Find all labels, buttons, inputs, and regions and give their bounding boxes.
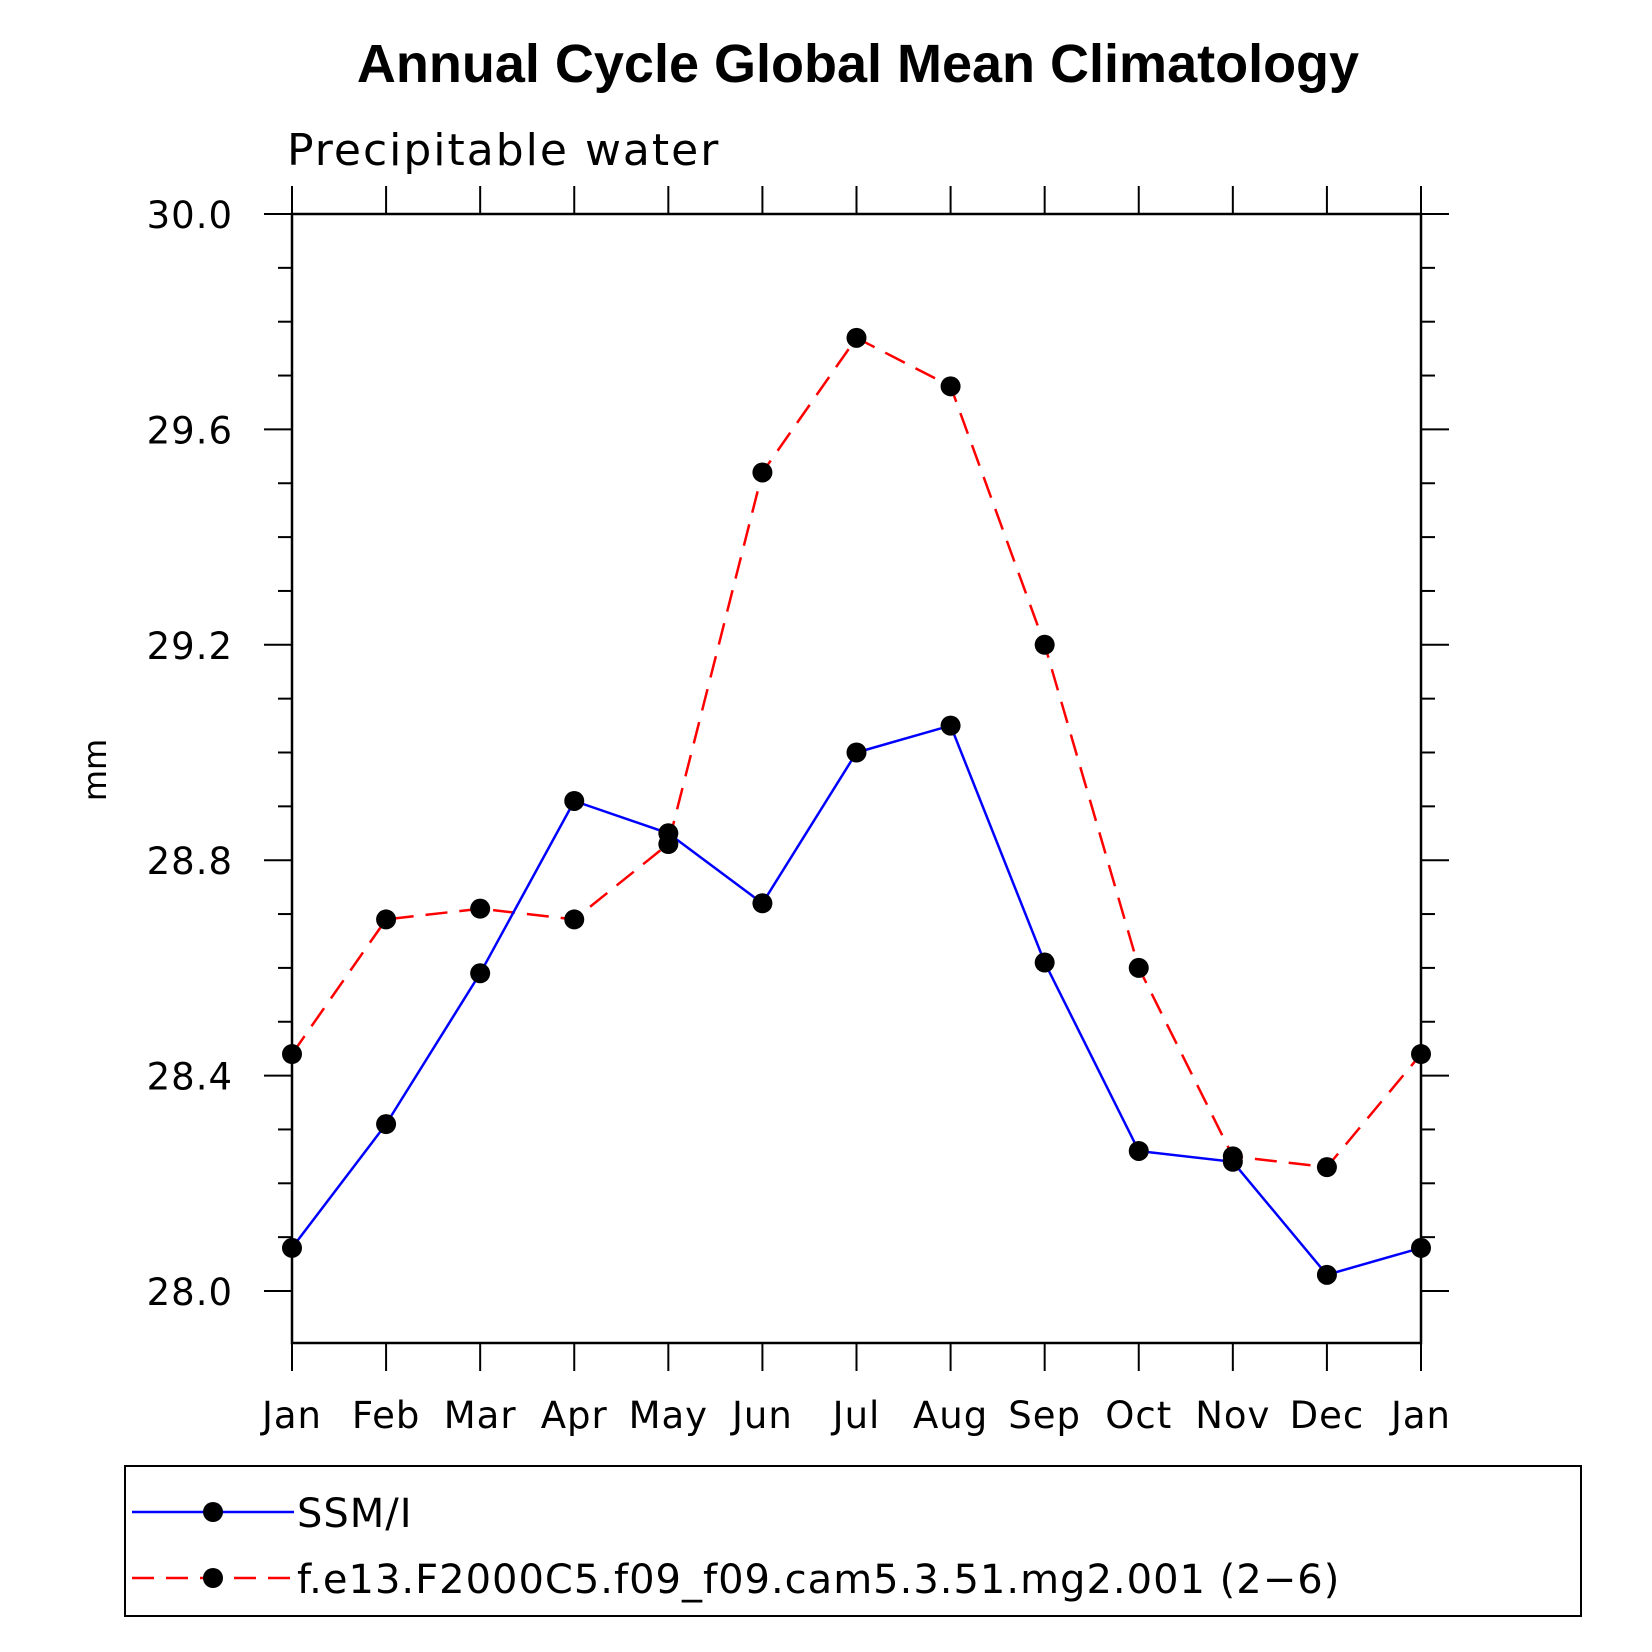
- x-tick-label: Sep: [1008, 1394, 1081, 1437]
- data-point-model: [282, 1044, 302, 1065]
- legend: SSM/I f.e13.F2000C5.f09_f09.cam5.3.51.mg…: [124, 1465, 1582, 1617]
- legend-label-model: f.e13.F2000C5.f09_f09.cam5.3.51.mg2.001 …: [297, 1557, 1340, 1603]
- data-point-model: [752, 462, 773, 483]
- y-tick-label: 28.4: [147, 1056, 233, 1099]
- data-point-ssmi: [282, 1237, 302, 1258]
- x-tick-label: Oct: [1105, 1394, 1172, 1437]
- data-point-ssmi: [1411, 1237, 1431, 1258]
- y-tick-labels: 28.0 28.4 28.8 29.2 29.6 30.0: [147, 194, 233, 1314]
- x-tick-labels: Jan Feb Mar Apr May Jun Jul Aug Sep Oct Nov Dec Jan: [260, 1394, 1451, 1437]
- x-tick-label: Jun: [730, 1394, 793, 1437]
- x-tick-label: Aug: [913, 1394, 988, 1437]
- data-point-ssmi: [470, 963, 491, 984]
- data-point-ssmi: [1316, 1264, 1337, 1285]
- data-point-ssmi: [376, 1114, 397, 1135]
- data-point-ssmi: [846, 742, 867, 763]
- series-line-ssmi: [291, 724, 1422, 1277]
- data-point-model: [1411, 1044, 1431, 1065]
- y-axis-label: mm: [76, 739, 114, 801]
- legend-marker-ssmi: [203, 1502, 223, 1522]
- data-point-model: [470, 898, 491, 919]
- data-point-model: [564, 909, 585, 930]
- data-point-model: [658, 834, 679, 855]
- data-point-ssmi: [752, 893, 773, 914]
- x-tick-label: Nov: [1195, 1394, 1270, 1437]
- x-tick-label: Feb: [352, 1394, 421, 1437]
- data-point-ssmi: [940, 715, 961, 736]
- y-tick-label: 29.2: [147, 625, 233, 668]
- x-tick-label: May: [629, 1394, 709, 1437]
- legend-box: [124, 1465, 1582, 1617]
- x-tick-label: Jan: [1389, 1394, 1451, 1437]
- data-point-ssmi: [1128, 1140, 1149, 1161]
- y-tick-label: 30.0: [147, 194, 233, 237]
- x-tick-label: Mar: [444, 1394, 517, 1437]
- data-point-model: [846, 327, 867, 348]
- y-tick-label: 28.0: [147, 1271, 233, 1314]
- legend-marker-model: [203, 1568, 223, 1588]
- y-tick-label: 28.8: [147, 840, 233, 883]
- data-point-model: [940, 376, 961, 397]
- axes-frame: [264, 186, 1449, 1371]
- legend-label-ssmi: SSM/I: [297, 1491, 413, 1537]
- data-point-model: [1316, 1157, 1337, 1178]
- data-point-ssmi: [1034, 952, 1055, 973]
- data-point-ssmi: [564, 790, 585, 811]
- data-point-model: [376, 909, 397, 930]
- chart-title: Annual Cycle Global Mean Climatology: [357, 34, 1359, 94]
- data-point-model: [1034, 634, 1055, 655]
- x-tick-label: Apr: [541, 1394, 608, 1437]
- series-layer: [282, 327, 1431, 1285]
- x-tick-label: Jan: [260, 1394, 322, 1437]
- x-tick-label: Dec: [1290, 1394, 1365, 1437]
- x-tick-label: Jul: [831, 1394, 881, 1437]
- chart-subtitle: Precipitable water: [287, 125, 720, 176]
- data-point-model: [1128, 957, 1149, 978]
- plot-frame: [290, 212, 1423, 1345]
- data-point-model: [1222, 1146, 1243, 1167]
- y-tick-label: 29.6: [147, 409, 233, 452]
